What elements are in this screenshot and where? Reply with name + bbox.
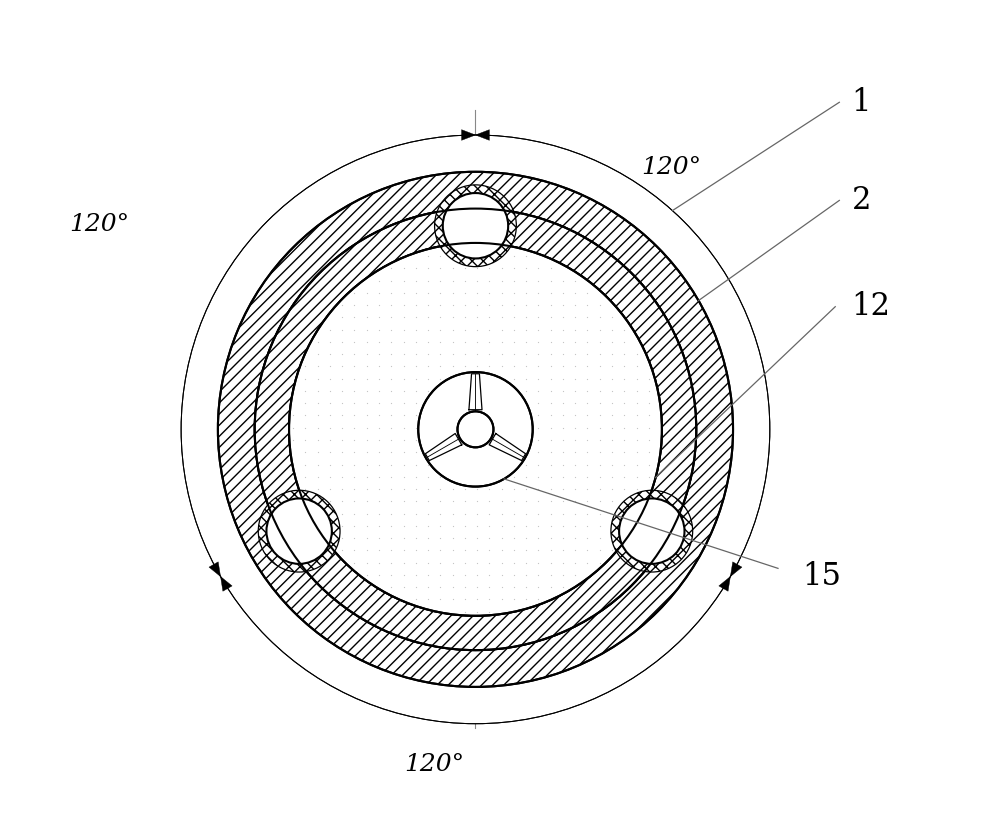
Circle shape [443, 193, 508, 259]
Circle shape [258, 491, 340, 572]
Circle shape [181, 135, 770, 724]
Text: 2: 2 [852, 185, 871, 216]
Wedge shape [255, 209, 696, 650]
Polygon shape [719, 577, 730, 591]
Circle shape [619, 498, 684, 564]
Polygon shape [730, 562, 742, 577]
Text: 120°: 120° [642, 156, 702, 179]
Polygon shape [469, 373, 482, 410]
Wedge shape [218, 172, 733, 687]
Polygon shape [221, 577, 232, 591]
Circle shape [418, 373, 533, 487]
Polygon shape [425, 434, 462, 461]
Polygon shape [489, 434, 526, 461]
Circle shape [457, 411, 493, 448]
Circle shape [289, 243, 662, 615]
Text: 15: 15 [803, 561, 842, 592]
Circle shape [435, 185, 516, 267]
Text: 1: 1 [852, 87, 871, 118]
Polygon shape [475, 130, 489, 140]
Text: 12: 12 [852, 292, 891, 322]
Text: 120°: 120° [69, 213, 129, 236]
Circle shape [611, 491, 693, 572]
Circle shape [266, 498, 332, 564]
Polygon shape [462, 130, 475, 140]
Text: 120°: 120° [405, 753, 465, 776]
Polygon shape [209, 562, 221, 577]
